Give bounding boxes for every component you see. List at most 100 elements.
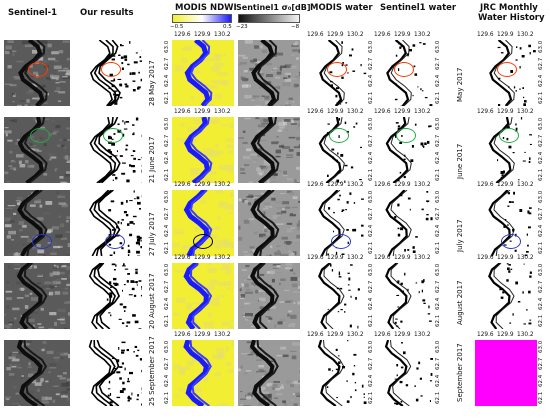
header-jrc-line1: JRC Monthly (480, 3, 538, 13)
jrc-month-label-row-3: July 2017 (456, 219, 464, 252)
lat-tick-jrc-water-row-5: 62.7 (538, 357, 544, 370)
lat-tick-modis-water-row-3: 62.7 (368, 207, 374, 220)
lat-tick-modis-water-row-2: 63.0 (368, 117, 374, 130)
jrc-month-label-row-5: September 2017 (456, 343, 464, 402)
marker-ellipse-sentinel1-row-1 (28, 62, 49, 78)
lon-tick-jrc-water-row-2: 129.6 (477, 109, 494, 115)
sigma-colorbar-min: −23 (236, 24, 248, 30)
lat-tick-modis-water-row-3: 62.4 (368, 224, 374, 237)
lat-tick-sentinel1-water-row-2: 62.7 (435, 134, 441, 147)
panel-sentinel1-sigma-row-4 (238, 263, 300, 329)
lon-tick-modis-water-row-3: 130.2 (347, 182, 364, 188)
marker-ellipse-jrc-water-row-1 (497, 62, 518, 78)
lat-tick-modis-ndwi-row-1: 62.4 (164, 74, 170, 87)
marker-ellipse-sentinel1-water-row-2 (396, 127, 417, 143)
lon-tick-jrc-water-row-2: 130.2 (517, 109, 534, 115)
panel-sentinel1-row-4 (4, 263, 70, 329)
lat-tick-modis-ndwi-row-4: 63.0 (164, 263, 170, 276)
panel-modis-water-row-1 (305, 40, 367, 106)
lat-tick-modis-water-row-5: 62.1 (368, 391, 374, 404)
lon-tick-modis-ndwi-row-5: 130.2 (214, 332, 231, 338)
date-label-row-2: 21 June 2017 (148, 136, 156, 183)
lat-tick-modis-ndwi-row-3: 62.1 (164, 241, 170, 254)
lat-tick-modis-water-row-3: 62.1 (368, 241, 374, 254)
lat-tick-modis-water-row-2: 62.7 (368, 134, 374, 147)
lat-tick-modis-water-row-1: 62.4 (368, 74, 374, 87)
lat-tick-modis-ndwi-row-5: 62.1 (164, 391, 170, 404)
header-sentinel1-sigma: Sentinel1 σ₀[dB] (236, 3, 311, 12)
lon-tick-modis-ndwi-row-1: 129.6 (174, 32, 191, 38)
jrc-month-label-row-4: August 2017 (456, 280, 464, 325)
panel-our-results-row-2 (78, 117, 142, 183)
ndwi-colorbar-max: 0.5 (223, 24, 232, 30)
lat-tick-sentinel1-water-row-5: 62.7 (435, 357, 441, 370)
lat-tick-modis-water-row-5: 62.4 (368, 374, 374, 387)
panel-sentinel1-row-1 (4, 40, 70, 106)
lon-tick-modis-ndwi-row-4: 129.9 (194, 255, 211, 261)
lat-tick-sentinel1-water-row-5: 62.4 (435, 374, 441, 387)
lat-tick-modis-ndwi-row-3: 63.0 (164, 190, 170, 203)
sigma-colorbar (238, 14, 300, 23)
lat-tick-jrc-water-row-4: 62.4 (538, 297, 544, 310)
panel-sentinel1-water-row-4 (372, 263, 434, 329)
lat-tick-jrc-water-row-4: 62.1 (538, 314, 544, 327)
panel-sentinel1-sigma-row-2 (238, 117, 300, 183)
lon-tick-modis-ndwi-row-2: 129.9 (194, 109, 211, 115)
lon-tick-modis-water-row-4: 129.9 (327, 255, 344, 261)
panel-modis-ndwi-row-5 (172, 340, 234, 406)
lat-tick-jrc-water-row-5: 62.4 (538, 374, 544, 387)
lon-tick-sentinel1-water-row-5: 129.9 (394, 332, 411, 338)
lon-tick-sentinel1-water-row-2: 129.6 (374, 109, 391, 115)
lon-tick-modis-ndwi-row-4: 129.6 (174, 255, 191, 261)
ndwi-colorbar (172, 14, 232, 23)
lon-tick-jrc-water-row-3: 129.9 (497, 182, 514, 188)
lon-tick-modis-water-row-3: 129.9 (327, 182, 344, 188)
lat-tick-modis-ndwi-row-1: 63.0 (164, 40, 170, 53)
panel-sentinel1-sigma-row-5 (238, 340, 300, 406)
lon-tick-sentinel1-water-row-2: 130.2 (414, 109, 431, 115)
lon-tick-jrc-water-row-1: 129.9 (497, 32, 514, 38)
panel-modis-ndwi-row-2 (172, 117, 234, 183)
lat-tick-jrc-water-row-1: 62.1 (538, 91, 544, 104)
lon-tick-jrc-water-row-3: 130.2 (517, 182, 534, 188)
lon-tick-sentinel1-water-row-4: 130.2 (414, 255, 431, 261)
lon-tick-modis-water-row-2: 129.9 (327, 109, 344, 115)
lat-tick-jrc-water-row-2: 62.7 (538, 134, 544, 147)
lat-tick-modis-ndwi-row-3: 62.7 (164, 207, 170, 220)
lat-tick-sentinel1-water-row-3: 62.4 (435, 224, 441, 237)
marker-ellipse-sentinel1-row-3 (32, 233, 53, 249)
lon-tick-modis-water-row-5: 129.9 (327, 332, 344, 338)
lon-tick-jrc-water-row-5: 129.9 (497, 332, 514, 338)
marker-ellipse-our-results-row-2 (103, 127, 124, 143)
lat-tick-sentinel1-water-row-4: 62.4 (435, 297, 441, 310)
lat-tick-jrc-water-row-3: 62.7 (538, 207, 544, 220)
lon-tick-jrc-water-row-3: 129.6 (477, 182, 494, 188)
panel-sentinel1-sigma-row-1 (238, 40, 300, 106)
panel-modis-water-row-5 (305, 340, 367, 406)
panel-modis-water-row-2 (305, 117, 367, 183)
marker-ellipse-modis-water-row-1 (327, 62, 348, 78)
panel-sentinel1-row-2 (4, 117, 70, 183)
lat-tick-sentinel1-water-row-3: 62.7 (435, 207, 441, 220)
marker-ellipse-our-results-row-1 (101, 62, 122, 78)
lat-tick-modis-water-row-4: 62.4 (368, 297, 374, 310)
lon-tick-modis-ndwi-row-5: 129.9 (194, 332, 211, 338)
panel-sentinel1-row-3 (4, 190, 70, 256)
lat-tick-jrc-water-row-2: 62.4 (538, 151, 544, 164)
lat-tick-modis-water-row-4: 63.0 (368, 263, 374, 276)
lon-tick-jrc-water-row-4: 129.6 (477, 255, 494, 261)
panel-our-results-row-5 (78, 340, 142, 406)
lon-tick-sentinel1-water-row-1: 129.6 (374, 32, 391, 38)
lon-tick-modis-water-row-5: 129.6 (307, 332, 324, 338)
marker-ellipse-sentinel1-row-2 (30, 127, 51, 143)
lat-tick-sentinel1-water-row-2: 62.1 (435, 168, 441, 181)
marker-ellipse-our-results-row-3 (105, 233, 126, 249)
lon-tick-sentinel1-water-row-4: 129.6 (374, 255, 391, 261)
lon-tick-sentinel1-water-row-2: 129.9 (394, 109, 411, 115)
lat-tick-modis-water-row-1: 62.1 (368, 91, 374, 104)
lon-tick-sentinel1-water-row-3: 130.2 (414, 182, 431, 188)
lat-tick-modis-water-row-1: 62.7 (368, 57, 374, 70)
panel-jrc-water-row-2 (475, 117, 537, 183)
jrc-month-label-row-2: June 2017 (456, 143, 464, 179)
lon-tick-modis-ndwi-row-3: 129.9 (194, 182, 211, 188)
